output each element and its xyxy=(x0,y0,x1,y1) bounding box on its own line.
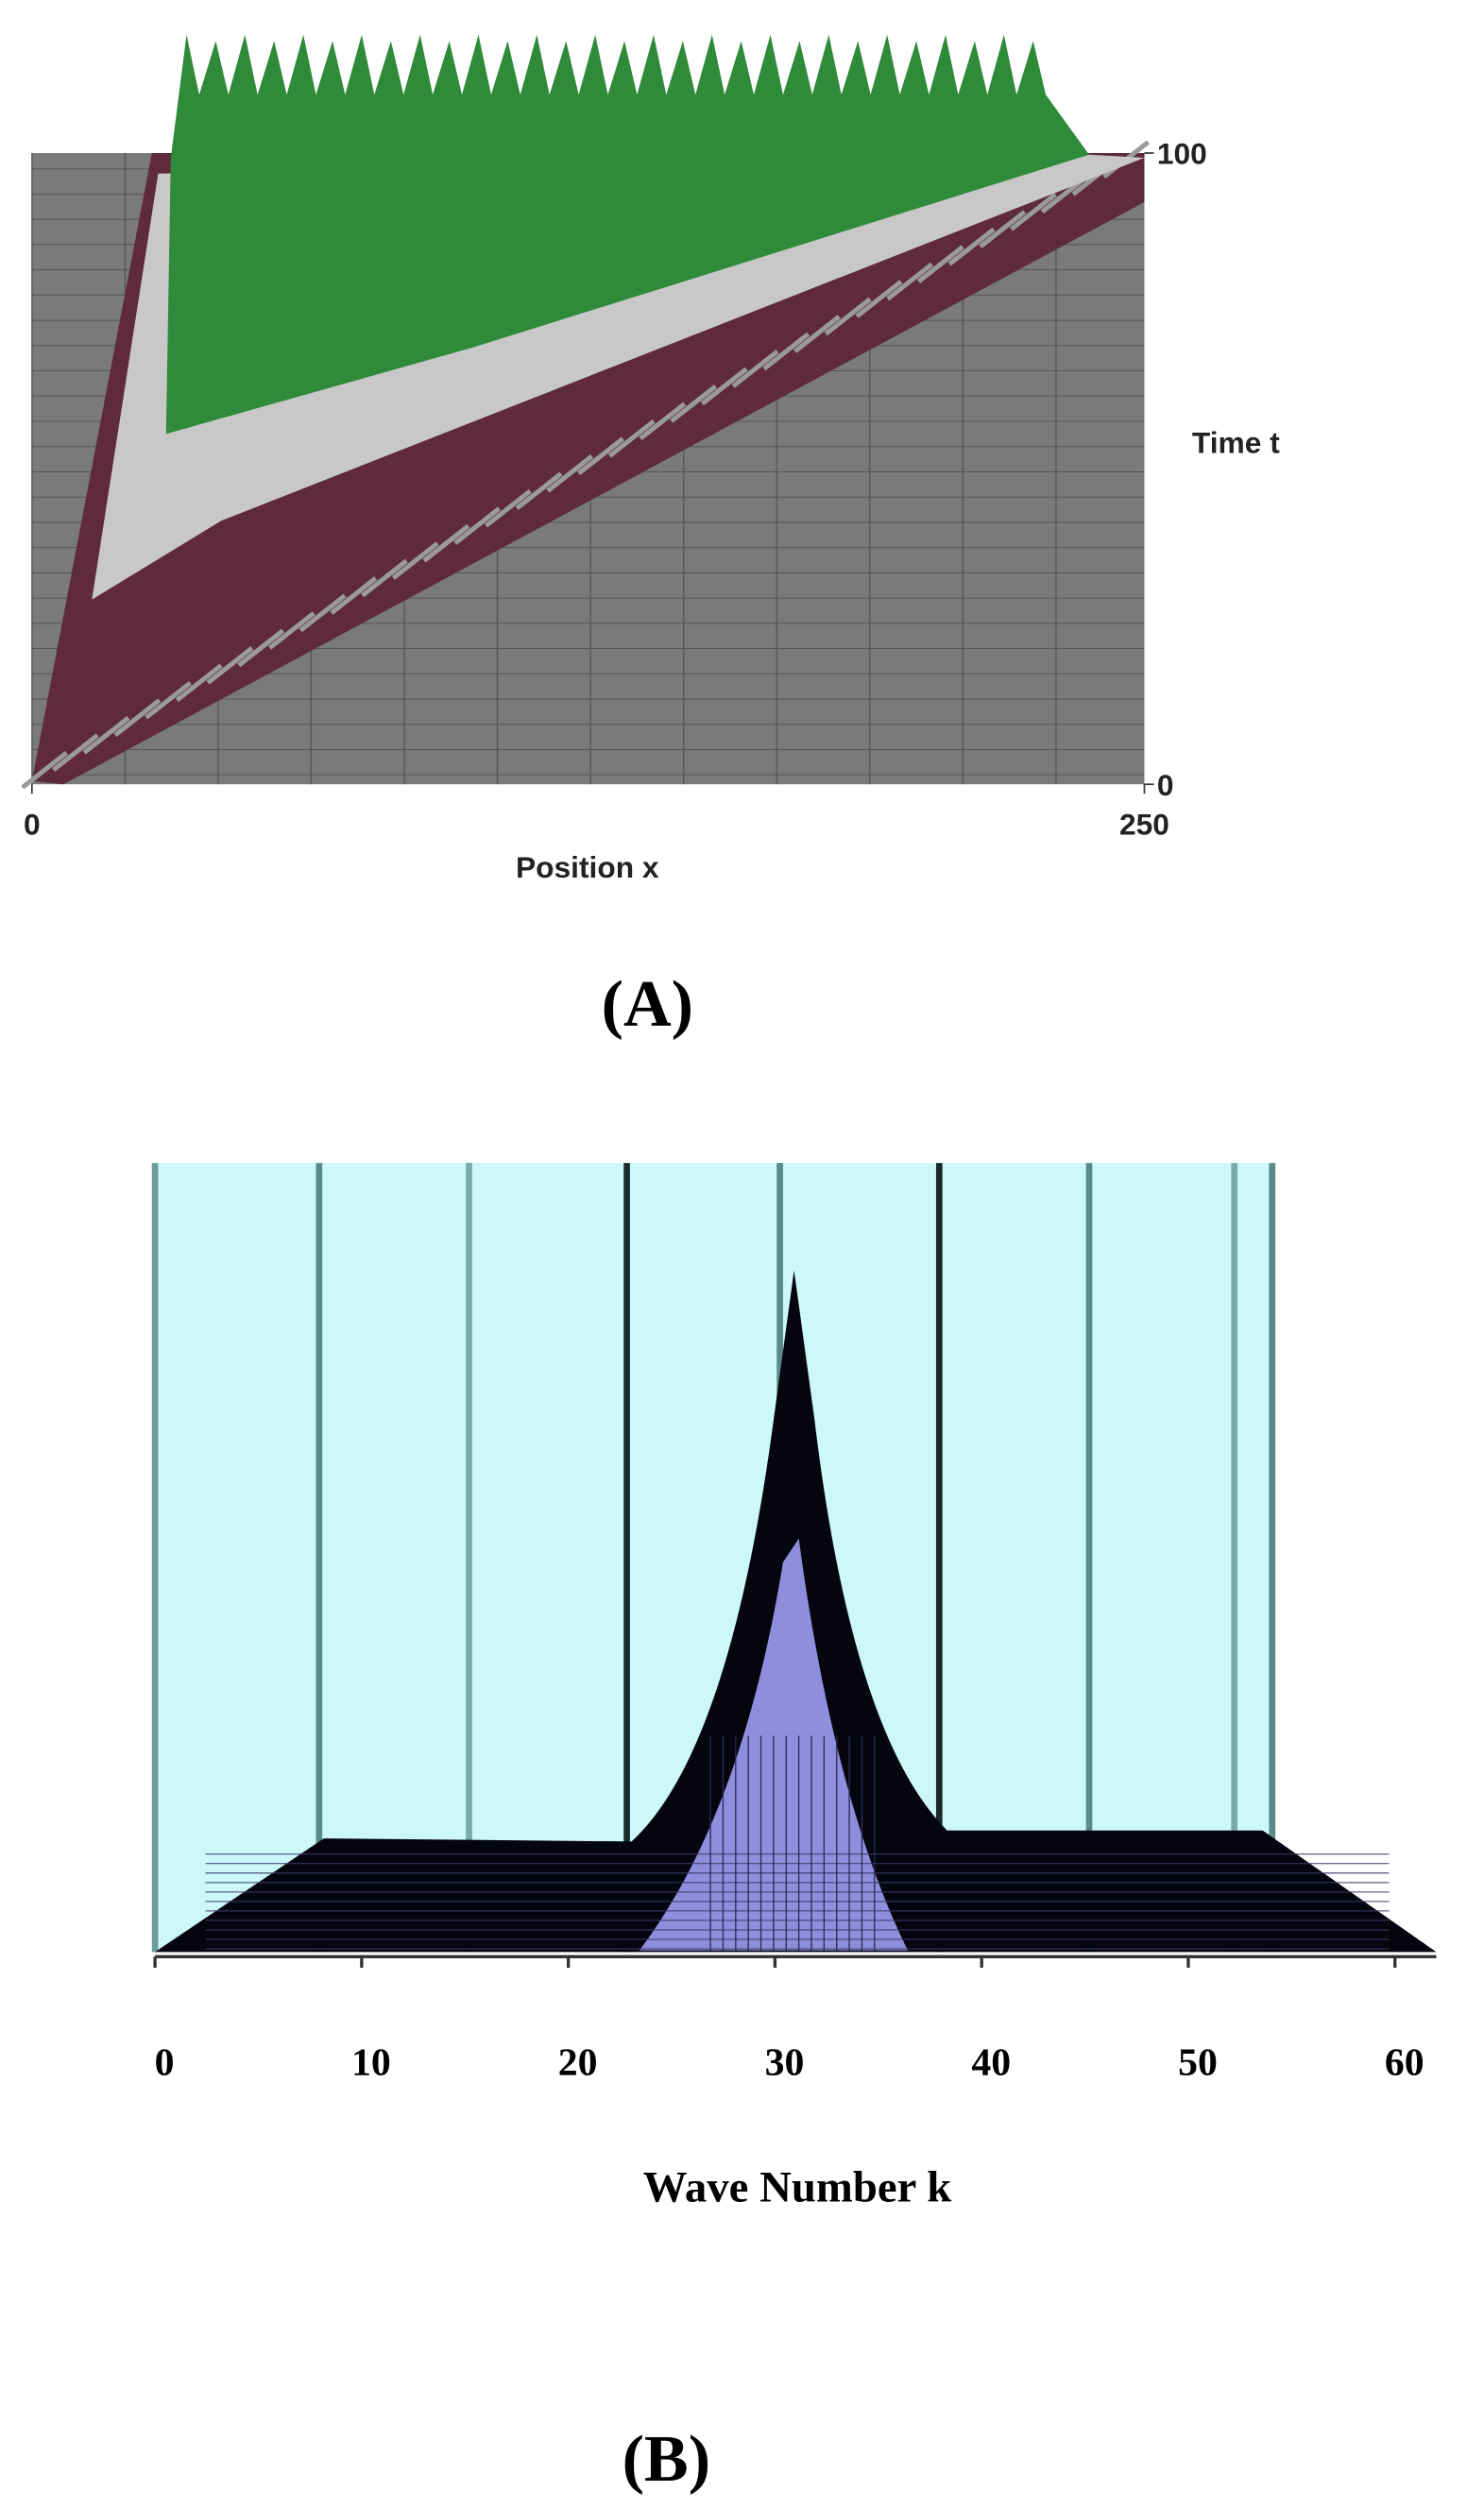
x-tick-label: 10 xyxy=(351,2041,391,2085)
stripe-decor xyxy=(886,262,934,301)
stripe-decor xyxy=(515,471,563,511)
stripe-decor xyxy=(113,698,162,738)
panel-b: Wave Number k (B) 0 10 20 30 40 50 60 xyxy=(151,1163,1437,2496)
stripe-decor xyxy=(391,541,439,580)
x-tick-label: 50 xyxy=(1178,2041,1218,2085)
surface-peaks xyxy=(165,34,1089,435)
stripe-decor xyxy=(1010,192,1057,231)
panel-label: (A) xyxy=(602,967,693,1041)
stripe-decor xyxy=(330,576,378,615)
stripe-decor xyxy=(422,523,470,563)
y-tick-label: 100 xyxy=(1157,137,1207,171)
stripe-decor xyxy=(916,245,964,283)
x-axis-label: Wave Number k xyxy=(643,2162,952,2211)
stripe-decor xyxy=(947,227,996,266)
stripe-decor xyxy=(484,488,532,528)
x-tick-label: 40 xyxy=(971,2041,1011,2085)
stripe-decor xyxy=(267,611,316,650)
panel-label: (B) xyxy=(623,2422,711,2496)
stripe-decor xyxy=(82,715,130,755)
stripe-decor xyxy=(299,593,347,633)
stripe-decor xyxy=(762,332,810,371)
stripe-decor xyxy=(145,680,192,720)
x-tick-label: 0 xyxy=(24,808,41,842)
stripe-decor xyxy=(731,350,779,388)
x-axis-label: Position x xyxy=(516,850,659,884)
x-tick-label: 60 xyxy=(1385,2041,1424,2085)
stripe-decor xyxy=(793,315,841,353)
x-tick-label: 30 xyxy=(765,2041,805,2085)
panel-a: Time t Position x (A) 0 250 0 100 xyxy=(21,34,1280,1041)
stripe-decor xyxy=(206,646,254,685)
stripe-decor xyxy=(700,367,748,406)
stripe-decor xyxy=(237,628,285,668)
stripe-decor xyxy=(577,436,624,476)
stripe-decor xyxy=(855,280,903,318)
stripe-decor xyxy=(175,663,223,703)
stripe-decor xyxy=(824,297,872,336)
stripe-decor xyxy=(607,418,656,458)
surface-mesh xyxy=(205,1735,1390,1951)
stripe-decor xyxy=(361,558,408,598)
y-axis-label: Time t xyxy=(1192,425,1280,459)
x-tick-label: 0 xyxy=(155,2041,175,2085)
stripe-decor xyxy=(21,750,69,790)
y-tick-label: 0 xyxy=(1157,768,1174,802)
x-tick-label: 250 xyxy=(1119,808,1169,842)
stripe-decor xyxy=(51,733,99,773)
stripe-decor xyxy=(546,453,594,493)
stripe-decor xyxy=(670,384,718,423)
stripe-decor xyxy=(639,401,687,441)
stripe-decor xyxy=(453,506,502,545)
stripe-decor xyxy=(979,210,1027,249)
x-tick-label: 20 xyxy=(558,2041,598,2085)
